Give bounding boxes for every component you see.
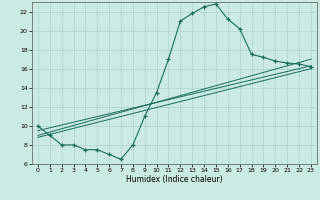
X-axis label: Humidex (Indice chaleur): Humidex (Indice chaleur): [126, 175, 223, 184]
